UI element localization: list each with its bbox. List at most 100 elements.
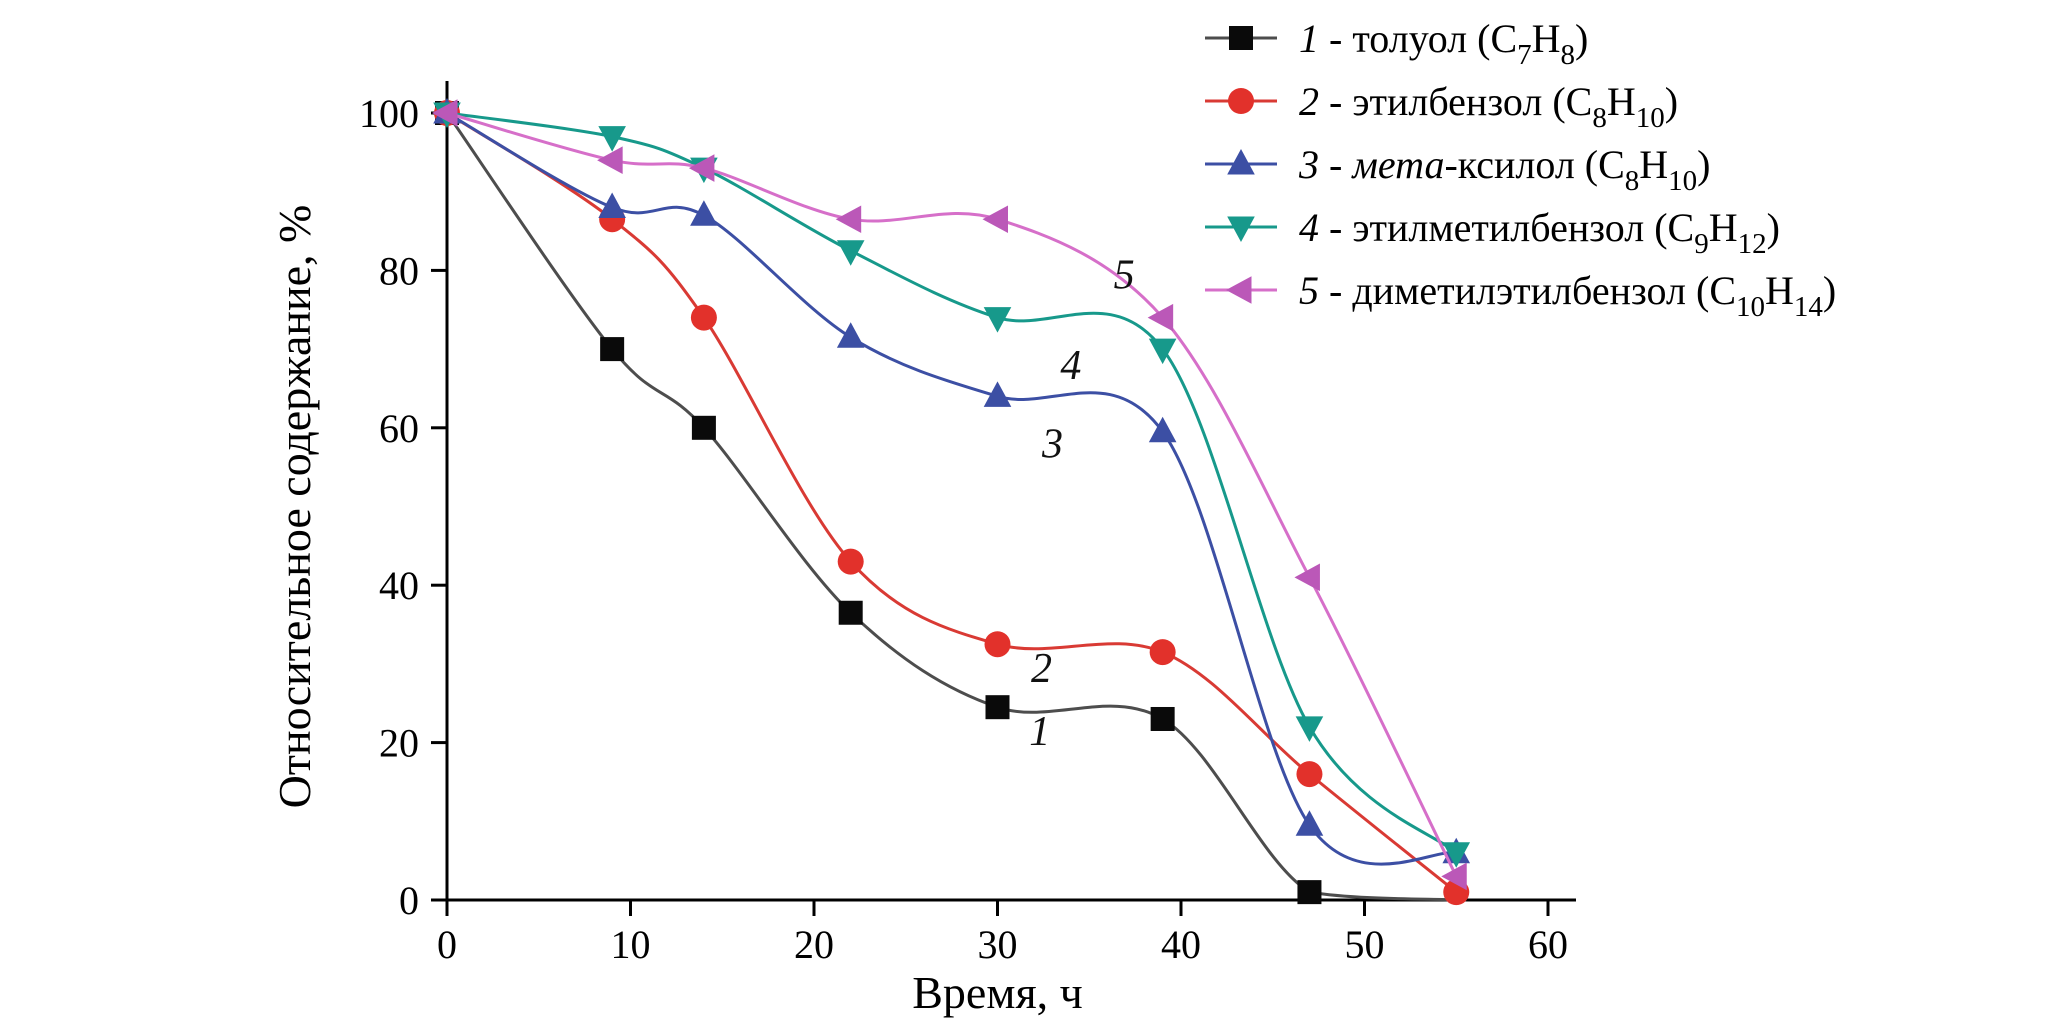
- square-marker: [1229, 26, 1253, 50]
- legend-label-run: - толуол (C: [1319, 16, 1517, 61]
- triangle-up-marker: [598, 192, 626, 218]
- circle-marker: [984, 631, 1011, 658]
- curve-label-2: 2: [1031, 646, 1052, 692]
- triangle-left-marker: [835, 205, 862, 234]
- legend-label-run: -: [1319, 142, 1352, 187]
- y-tick-label: 20: [379, 721, 419, 766]
- legend-label-run: H: [1607, 79, 1636, 124]
- y-tick-label: 80: [379, 248, 419, 293]
- square-marker: [838, 600, 863, 625]
- legend-label-run: мета: [1350, 142, 1444, 187]
- x-tick-label: 40: [1161, 922, 1201, 967]
- triangle-up-marker: [1148, 416, 1177, 443]
- triangle-down-marker: [598, 126, 626, 152]
- legend-label-run: -ксилол (C: [1444, 142, 1624, 187]
- legend-label-run: 12: [1738, 228, 1767, 260]
- x-axis-label: Время, ч: [912, 967, 1083, 1018]
- legend-label-run: 10: [1668, 165, 1697, 197]
- legend-label-run: H: [1639, 142, 1668, 187]
- legend-label-run: ): [1575, 16, 1588, 61]
- legend-label-run: ): [1767, 205, 1780, 250]
- legend-label: 3 - мета-ксилол (C8H10): [1298, 142, 1711, 197]
- curve-labels: 54 3 2 1: [1029, 252, 1134, 754]
- triangle-down-marker: [1295, 716, 1324, 742]
- legend-label-run: - этилбензол (C: [1319, 79, 1592, 124]
- y-tick-label: 0: [399, 878, 419, 923]
- series-line-3: [445, 111, 1458, 866]
- triangle-left-marker: [688, 154, 715, 182]
- series-2: [434, 100, 1470, 906]
- square-marker: [691, 415, 716, 440]
- legend-label-run: 4: [1299, 205, 1319, 250]
- triangle-down-marker: [983, 307, 1012, 333]
- legend-label-run: ): [1697, 142, 1710, 187]
- y-tick-label: 60: [379, 406, 419, 451]
- x-tick-label: 0: [437, 922, 457, 967]
- legend-item-4: 4 - этилметилбензол (C9H12): [1205, 205, 1780, 260]
- triangle-left-marker: [1441, 862, 1467, 891]
- circle-marker: [1149, 639, 1176, 666]
- legend-item-1: 1 - толуол (C7H8): [1205, 16, 1588, 71]
- legend-label-run: 10: [1736, 291, 1765, 323]
- triangle-left-marker: [1147, 303, 1174, 332]
- y-axis-label: Относительное содержание, %: [269, 205, 320, 809]
- axes: 0 20 40 60 80 100 0 10 20 30 40 50 60 Время, ч Относит…: [269, 81, 1576, 1018]
- legend-item-5: 5 - диметилэтилбензол (C10H14): [1205, 268, 1836, 323]
- x-tick-label: 20: [794, 922, 834, 967]
- legend-label-run: 8: [1561, 39, 1576, 71]
- triangle-left-marker: [1226, 276, 1252, 304]
- curve-label-1: 1: [1029, 709, 1050, 755]
- y-tick-label: 40: [379, 563, 419, 608]
- legend-label-run: 1: [1299, 16, 1319, 61]
- legend-label-run: 8: [1592, 102, 1607, 134]
- legend-label-run: ): [1665, 79, 1678, 124]
- legend-label-run: 8: [1625, 165, 1640, 197]
- legend-label-run: - диметилэтилбензол (C: [1319, 268, 1736, 313]
- square-marker: [1297, 880, 1322, 905]
- legend-label-run: 2: [1299, 79, 1319, 124]
- square-marker: [985, 695, 1010, 720]
- legend-item-2: 2 - этилбензол (C8H10): [1205, 79, 1678, 134]
- legend-label-run: ): [1823, 268, 1836, 313]
- curve-label-3: 3: [1041, 422, 1063, 468]
- legend-label-run: 7: [1517, 39, 1532, 71]
- legend-label-run: H: [1765, 268, 1794, 313]
- x-tick-label: 50: [1345, 922, 1385, 967]
- legend-label-run: 3: [1298, 142, 1319, 187]
- legend-label: 5 - диметилэтилбензол (C10H14): [1299, 268, 1836, 323]
- triangle-down-marker: [836, 240, 865, 266]
- legend-label: 4 - этилметилбензол (C9H12): [1299, 205, 1780, 260]
- series-5: [432, 99, 1467, 891]
- triangle-down-marker: [1442, 842, 1471, 868]
- circle-marker: [837, 548, 864, 575]
- legend-label-run: 14: [1794, 291, 1824, 323]
- circle-marker: [1228, 88, 1254, 114]
- legend-label-run: 5: [1299, 268, 1319, 313]
- legend-label-run: H: [1532, 16, 1561, 61]
- legend-label-run: 9: [1694, 228, 1709, 260]
- x-tick-label: 30: [978, 922, 1018, 967]
- x-tick-label: 10: [611, 922, 651, 967]
- triangle-left-marker: [597, 146, 623, 175]
- triangle-up-marker: [1227, 149, 1255, 175]
- legend: 1 - толуол (C7H8)2 - этилбензол (C8H10)3…: [1205, 16, 1836, 323]
- triangle-up-marker: [690, 200, 718, 226]
- triangle-up-marker: [1295, 810, 1324, 836]
- legend-label-run: H: [1709, 205, 1738, 250]
- triangle-left-marker: [432, 99, 458, 127]
- circle-marker: [1296, 761, 1323, 788]
- triangle-down-marker: [1227, 216, 1255, 242]
- legend-label: 1 - толуол (C7H8): [1299, 16, 1588, 71]
- square-marker: [600, 337, 625, 362]
- legend-item-3: 3 - мета-ксилол (C8H10): [1205, 142, 1711, 197]
- triangle-down-marker: [1148, 338, 1177, 365]
- curve-label-4: 4: [1060, 343, 1081, 389]
- legend-label: 2 - этилбензол (C8H10): [1299, 79, 1678, 134]
- triangle-left-marker: [982, 205, 1008, 234]
- x-tick-label: 60: [1528, 922, 1568, 967]
- triangle-up-marker: [983, 381, 1012, 407]
- legend-label-run: 10: [1636, 102, 1665, 134]
- curve-label-5: 5: [1114, 252, 1135, 298]
- circle-marker: [690, 304, 717, 331]
